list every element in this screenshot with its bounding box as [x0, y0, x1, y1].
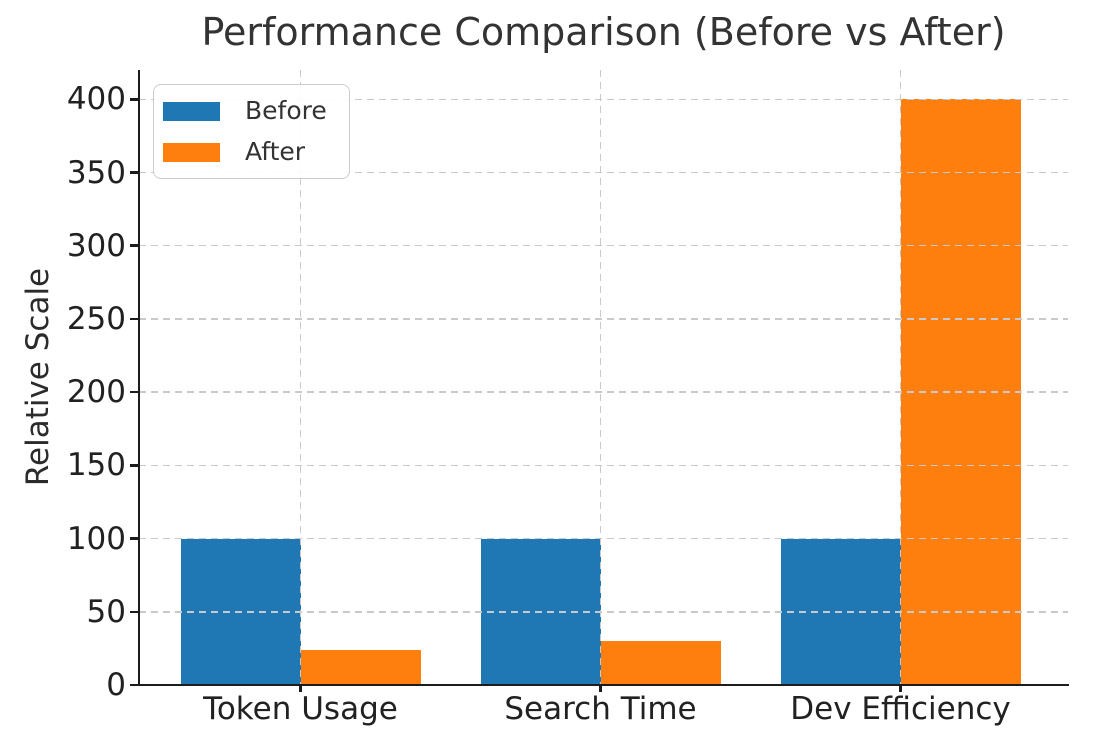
x-tick-0 [299, 684, 302, 692]
x-tick-label-0: Token Usage [203, 691, 398, 727]
legend: Before After [153, 84, 350, 179]
y-tick-label-200: 200 [66, 374, 126, 411]
y-tick-label-250: 250 [66, 300, 126, 337]
y-axis-spine [137, 70, 140, 686]
x-tick-label-2: Dev Efficiency [790, 691, 1011, 727]
gridline-y-400 [139, 98, 1068, 101]
legend-swatch-after [163, 142, 220, 162]
y-tick-250 [130, 317, 139, 321]
y-tick-label-100: 100 [66, 520, 126, 557]
y-tick-400 [130, 98, 139, 101]
grid-layer [139, 70, 1068, 685]
gridline-y-300 [139, 244, 1068, 247]
y-tick-150 [130, 464, 139, 467]
gridline-y-150 [139, 464, 1068, 467]
bar-after-0 [300, 649, 421, 685]
legend-swatch-before [163, 101, 220, 121]
y-tick-300 [130, 244, 139, 247]
x-tick-1 [599, 684, 602, 692]
y-tick-label-300: 300 [66, 227, 126, 264]
gridline-y-50 [139, 611, 1068, 613]
gridline-y-100 [139, 537, 1068, 540]
y-tick-0 [130, 683, 139, 687]
y-tick-350 [130, 171, 139, 174]
gridline-y-250 [139, 318, 1068, 320]
gridline-x-2 [899, 70, 902, 685]
gridline-x-0 [299, 70, 302, 685]
y-tick-label-0: 0 [106, 667, 126, 703]
legend-item-before: Before [163, 96, 327, 126]
y-tick-label-400: 400 [66, 81, 126, 118]
y-tick-label-50: 50 [86, 593, 126, 630]
gridline-y-200 [139, 391, 1068, 393]
x-axis-spine [137, 683, 1069, 686]
legend-label-after: After [245, 137, 306, 166]
y-tick-100 [130, 537, 139, 540]
legend-label-before: Before [245, 96, 327, 125]
x-tick-2 [899, 684, 902, 692]
bar-after-1 [600, 641, 721, 685]
gridline-y-350 [139, 171, 1068, 174]
x-tick-label-1: Search Time [504, 691, 697, 727]
y-tick-label-150: 150 [66, 447, 126, 484]
gridline-x-1 [599, 70, 602, 685]
chart-title: Performance Comparison (Before vs After) [201, 10, 1006, 54]
y-tick-200 [130, 390, 139, 394]
y-tick-label-350: 350 [66, 154, 126, 191]
y-tick-50 [130, 610, 139, 614]
legend-item-after: After [163, 137, 327, 167]
plot-area: Before After [137, 70, 1069, 686]
